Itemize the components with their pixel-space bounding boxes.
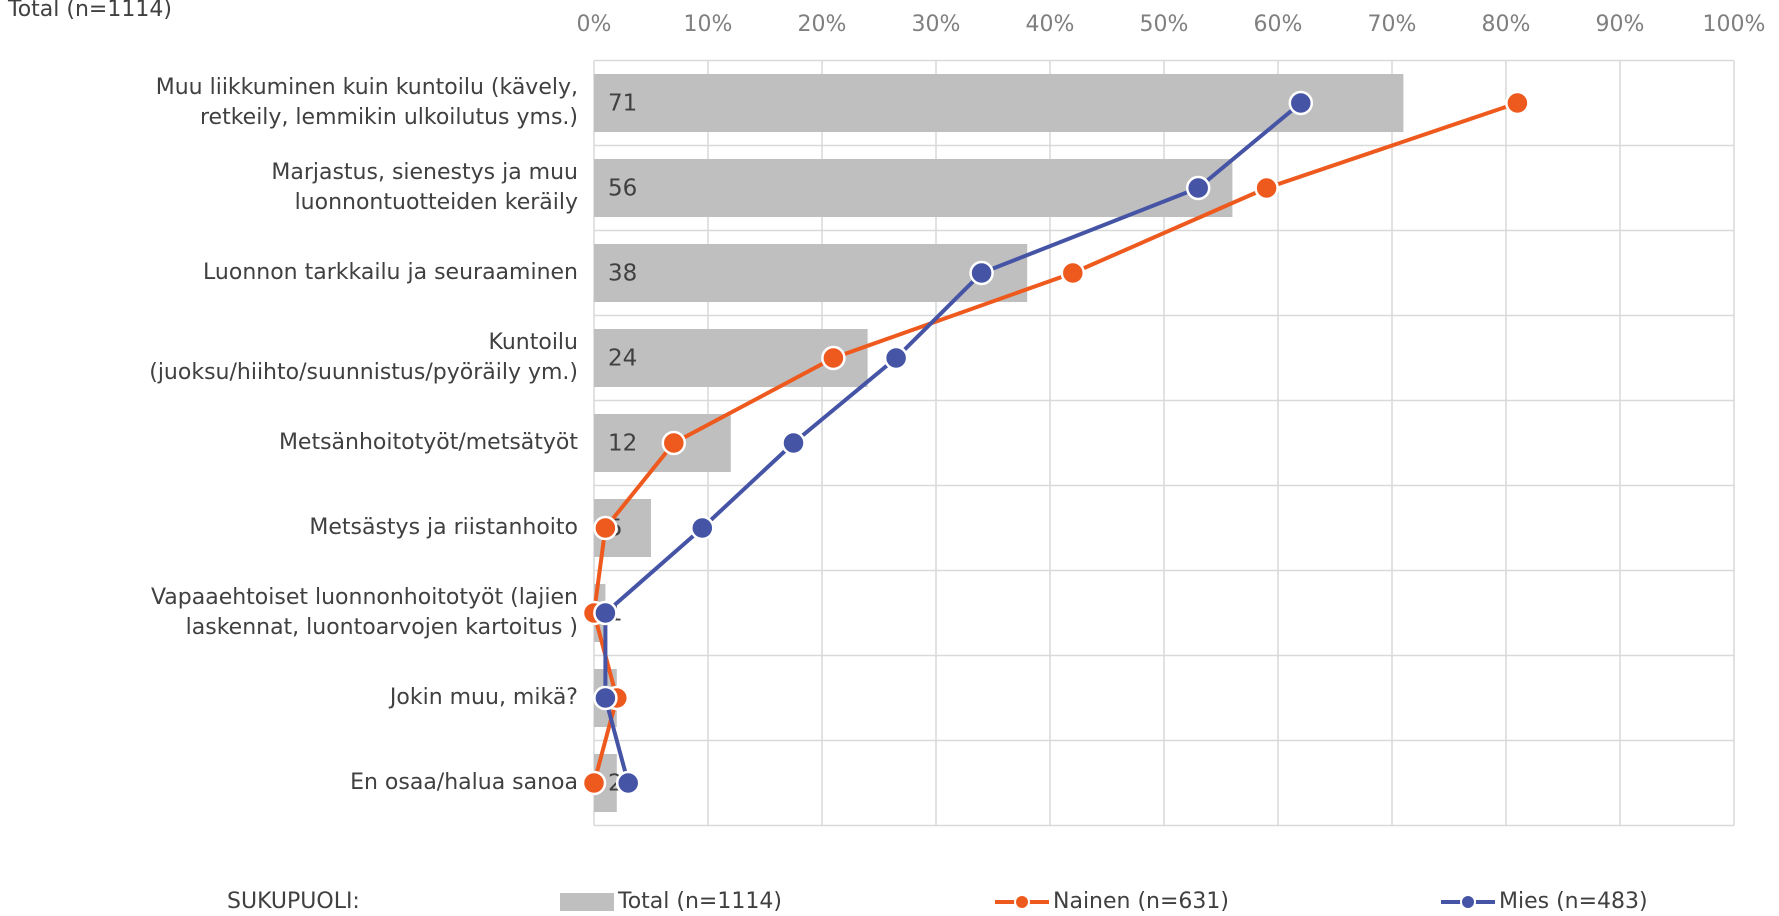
category-line: laskennat, luontoarvojen kartoitus ) [186,615,578,640]
category-line: Marjastus, sienestys ja muu [271,160,578,185]
data-label: 71 [608,91,637,117]
category-label: Jokin muu, mikä? [388,685,578,710]
series-marker [1185,175,1211,201]
x-tick-label: 40% [1026,12,1075,37]
legend-label: Total (n=1114) [617,889,782,914]
category-line: Metsänhoitotyöt/metsätyöt [279,430,578,455]
x-tick-label: 70% [1368,12,1417,37]
category-label: Kuntoilu (juoksu/hiihto/suunnistus/pyöräi… [149,330,578,385]
category-line: Jokin muu, mikä? [388,685,578,710]
series-marker [593,685,618,711]
category-label: Marjastus, sienestys ja muu luonnontuotte… [271,160,578,215]
bar [594,244,1028,302]
category-label: En osaa/halua sanoa [350,770,578,795]
bar [594,74,1404,132]
x-tick-label: 0% [577,12,612,37]
data-label: 38 [608,261,637,287]
category-line: Muu liikkuminen kuin kuntoilu (kävely, [156,75,578,100]
series-marker [821,345,846,371]
series-marker [969,260,994,286]
category-line: retkeily, lemmikin ulkoilutus yms.) [200,105,578,130]
category-label: Luonnon tarkkailu ja seuraaminen [203,260,578,285]
series-marker [593,515,618,541]
series-marker [593,600,618,626]
data-label: 56 [608,176,637,202]
legend-swatch [560,893,614,911]
series-marker [1060,260,1086,286]
category-line: Kuntoilu [489,330,578,355]
series-marker [690,515,715,541]
category-line: Vapaaehtoiset luonnonhoitotyöt (lajien [151,585,578,610]
series-marker [615,770,641,796]
x-tick-label: 50% [1140,12,1189,37]
x-tick-label: 60% [1254,12,1303,37]
bar [594,159,1233,217]
series-marker [1505,90,1530,116]
series-marker [1288,90,1314,116]
x-tick-label: 80% [1482,12,1531,37]
category-label: Muu liikkuminen kuin kuntoilu (kävely, re… [156,75,578,130]
x-tick-label: 30% [912,12,961,37]
series-marker [661,430,687,456]
chart-title: Total (n=1114) [7,0,172,22]
series-marker [1254,175,1279,201]
category-label: Metsästys ja riistanhoito [309,515,578,540]
legend-title: SUKUPUOLI: [227,889,360,914]
legend-marker [1460,894,1476,910]
category-line: luonnontuotteiden keräily [295,190,578,215]
x-tick-label: 90% [1596,12,1645,37]
series-marker [781,430,806,456]
x-tick-label: 100% [1703,12,1766,37]
legend-label: Nainen (n=631) [1053,889,1229,914]
x-tick-label: 10% [684,12,733,37]
category-line: En osaa/halua sanoa [350,770,578,795]
category-line: (juoksu/hiihto/suunnistus/pyöräily ym.) [149,360,578,385]
legend-marker [1014,894,1030,910]
category-line: Luonnon tarkkailu ja seuraaminen [203,260,578,285]
category-label: Vapaaehtoiset luonnonhoitotyöt (lajien la… [151,585,578,640]
data-label: 24 [608,346,637,372]
legend-label: Mies (n=483) [1499,889,1648,914]
series-marker [581,770,607,796]
data-label: 12 [608,431,637,457]
x-tick-label: 20% [798,12,847,37]
category-label: Metsänhoitotyöt/metsätyöt [279,430,578,455]
category-line: Metsästys ja riistanhoito [309,515,578,540]
series-marker [883,345,909,371]
